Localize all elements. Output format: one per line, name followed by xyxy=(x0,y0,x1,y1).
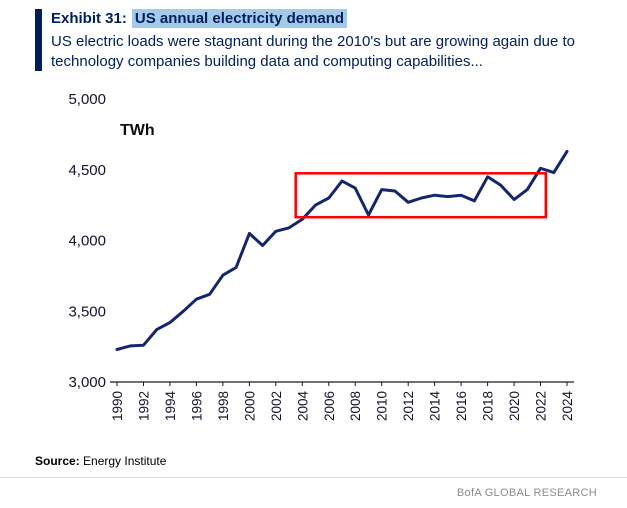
y-tick-label: 4,500 xyxy=(68,162,106,179)
exhibit-title: Exhibit 31: US annual electricity demand xyxy=(51,9,599,29)
source-label: Source: xyxy=(35,454,80,469)
x-tick-label: 2010 xyxy=(375,391,390,421)
x-tick-label: 1998 xyxy=(216,391,231,421)
source-text: Energy Institute xyxy=(79,454,167,469)
exhibit-header: Exhibit 31: US annual electricity demand … xyxy=(35,9,599,72)
electricity-demand-chart: 3,000 3,500 4,000 4,500 5,000 1990 1992 1994 199… xyxy=(22,87,627,452)
line-chart-svg: 3,000 3,500 4,000 4,500 5,000 1990 1992 1994 199… xyxy=(68,91,575,422)
y-tick-label: 3,000 xyxy=(68,374,106,391)
brand-row: BofA GLOBAL RESEARCH xyxy=(0,477,627,501)
x-tick-label: 2016 xyxy=(454,391,469,421)
x-tick-label: 1992 xyxy=(137,391,152,421)
y-tick-label: 3,500 xyxy=(68,304,106,321)
brand-text: BofA GLOBAL RESEARCH xyxy=(456,487,597,499)
exhibit-number-label: Exhibit 31: xyxy=(51,10,127,27)
stagnation-annotation-box xyxy=(294,172,548,219)
y-unit-label: TWh xyxy=(120,122,155,139)
accent-bar xyxy=(35,9,42,72)
x-tick-label: 2018 xyxy=(481,391,496,421)
x-tick-label: 2004 xyxy=(295,391,310,422)
x-tick-label: 1994 xyxy=(163,391,178,422)
x-tick-label: 2014 xyxy=(428,391,443,422)
x-tick-label: 1990 xyxy=(110,391,125,421)
x-tick-label: 2002 xyxy=(269,391,284,421)
x-tick-label: 2024 xyxy=(560,391,575,422)
x-tick-label: 2000 xyxy=(242,391,257,421)
x-tick-label: 1996 xyxy=(189,391,204,421)
x-tick-label: 2020 xyxy=(507,391,522,421)
x-tick-label: 2006 xyxy=(322,391,337,421)
y-tick-label: 5,000 xyxy=(68,91,106,108)
header-text: Exhibit 31: US annual electricity demand … xyxy=(42,9,599,71)
x-tick-label: 2022 xyxy=(534,391,549,421)
x-tick-label: 2008 xyxy=(348,391,363,421)
y-tick-label: 4,000 xyxy=(68,233,106,250)
exhibit-subtitle: US electric loads were stagnant during t… xyxy=(51,33,576,70)
source-line: Source: Energy Institute xyxy=(35,454,627,468)
demand-line xyxy=(115,150,569,352)
exhibit-title-highlight: US annual electricity demand xyxy=(131,9,348,28)
x-tick-label: 2012 xyxy=(401,391,416,421)
